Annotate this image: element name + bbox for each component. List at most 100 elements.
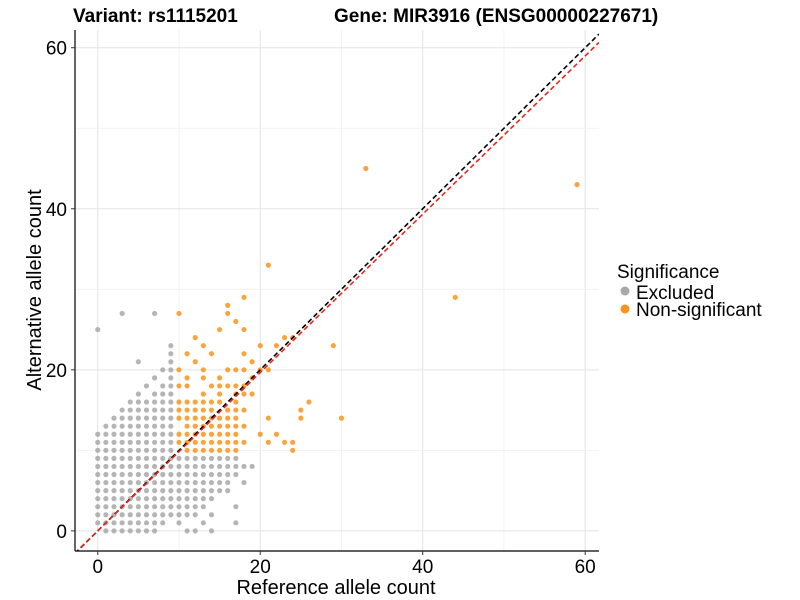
point-excluded <box>143 463 150 470</box>
point-non-significant <box>176 367 182 373</box>
point-excluded <box>192 479 198 486</box>
point-excluded <box>143 471 150 478</box>
point-non-significant <box>184 431 190 437</box>
point-excluded <box>103 479 109 486</box>
point-excluded <box>103 423 109 429</box>
point-non-significant <box>192 335 198 341</box>
point-excluded <box>135 512 141 518</box>
point-excluded <box>208 455 215 461</box>
point-excluded <box>95 504 101 510</box>
point-non-significant <box>298 407 304 413</box>
point-excluded <box>168 375 174 381</box>
point-excluded <box>233 471 239 478</box>
y-tick-label: 20 <box>46 361 67 382</box>
point-excluded <box>95 431 101 437</box>
identity-line <box>76 33 599 551</box>
point-excluded <box>95 496 101 502</box>
x-tick-label: 40 <box>412 557 433 578</box>
point-excluded <box>160 367 166 373</box>
point-non-significant <box>184 447 190 453</box>
x-tick-label: 60 <box>575 557 596 578</box>
point-excluded <box>111 447 117 453</box>
point-excluded <box>168 415 174 421</box>
point-non-significant <box>200 391 206 397</box>
point-non-significant <box>200 343 206 349</box>
point-excluded <box>135 528 141 534</box>
point-excluded <box>103 455 109 461</box>
point-non-significant <box>338 415 345 421</box>
point-excluded <box>135 463 141 470</box>
point-excluded <box>135 455 141 461</box>
x-tick-label: 20 <box>250 557 271 578</box>
point-non-significant <box>176 407 182 413</box>
point-excluded <box>200 455 206 461</box>
point-excluded <box>119 479 125 486</box>
point-excluded <box>160 479 166 486</box>
point-excluded <box>217 463 223 470</box>
point-excluded <box>184 455 190 461</box>
point-non-significant <box>241 391 247 397</box>
point-non-significant <box>208 399 215 405</box>
point-non-significant <box>208 383 215 389</box>
point-excluded <box>176 455 182 461</box>
point-excluded <box>192 504 198 510</box>
point-excluded <box>160 439 166 445</box>
point-excluded <box>168 496 174 502</box>
point-excluded <box>160 431 166 437</box>
point-non-significant <box>241 294 247 300</box>
point-excluded <box>208 488 215 494</box>
point-non-significant <box>217 423 223 429</box>
point-excluded <box>152 391 158 397</box>
point-excluded <box>168 488 174 494</box>
point-excluded <box>103 528 109 534</box>
point-non-significant <box>217 391 223 397</box>
point-excluded <box>176 488 182 494</box>
point-excluded <box>103 512 109 518</box>
point-excluded <box>119 439 125 445</box>
point-excluded <box>119 471 125 478</box>
point-excluded <box>152 447 158 453</box>
point-excluded <box>168 479 174 486</box>
reference-lines <box>75 33 599 551</box>
point-excluded <box>160 471 166 478</box>
point-non-significant <box>273 431 280 437</box>
point-excluded <box>168 512 174 518</box>
point-excluded <box>225 463 231 470</box>
point-excluded <box>152 463 158 470</box>
point-excluded <box>184 528 190 534</box>
point-excluded <box>225 471 231 478</box>
point-excluded <box>119 310 125 317</box>
point-excluded <box>111 423 117 429</box>
y-tick-label: 60 <box>46 39 67 60</box>
point-excluded <box>95 439 101 445</box>
point-excluded <box>119 423 125 429</box>
point-excluded <box>135 520 141 526</box>
point-non-significant <box>192 359 198 365</box>
point-excluded <box>184 463 190 470</box>
point-non-significant <box>233 423 239 429</box>
point-non-significant <box>176 399 182 405</box>
point-excluded <box>176 512 182 518</box>
point-excluded <box>176 504 182 510</box>
point-excluded <box>135 431 141 437</box>
point-excluded <box>119 488 125 494</box>
point-excluded <box>168 439 174 445</box>
legend-marker-excluded <box>620 286 630 296</box>
point-excluded <box>135 359 141 365</box>
point-non-significant <box>192 447 198 453</box>
legend-marker-non-significant <box>620 304 630 314</box>
point-non-significant <box>249 359 255 365</box>
point-excluded <box>192 496 198 502</box>
point-non-significant <box>217 383 223 389</box>
point-excluded <box>111 415 117 421</box>
point-excluded <box>143 447 150 453</box>
point-excluded <box>111 455 117 461</box>
point-excluded <box>143 407 150 413</box>
point-non-significant <box>290 439 296 445</box>
point-excluded <box>127 447 133 453</box>
point-excluded <box>111 520 117 526</box>
point-excluded <box>160 415 166 421</box>
point-excluded <box>200 463 206 470</box>
point-excluded <box>192 488 198 494</box>
point-excluded <box>127 528 133 534</box>
